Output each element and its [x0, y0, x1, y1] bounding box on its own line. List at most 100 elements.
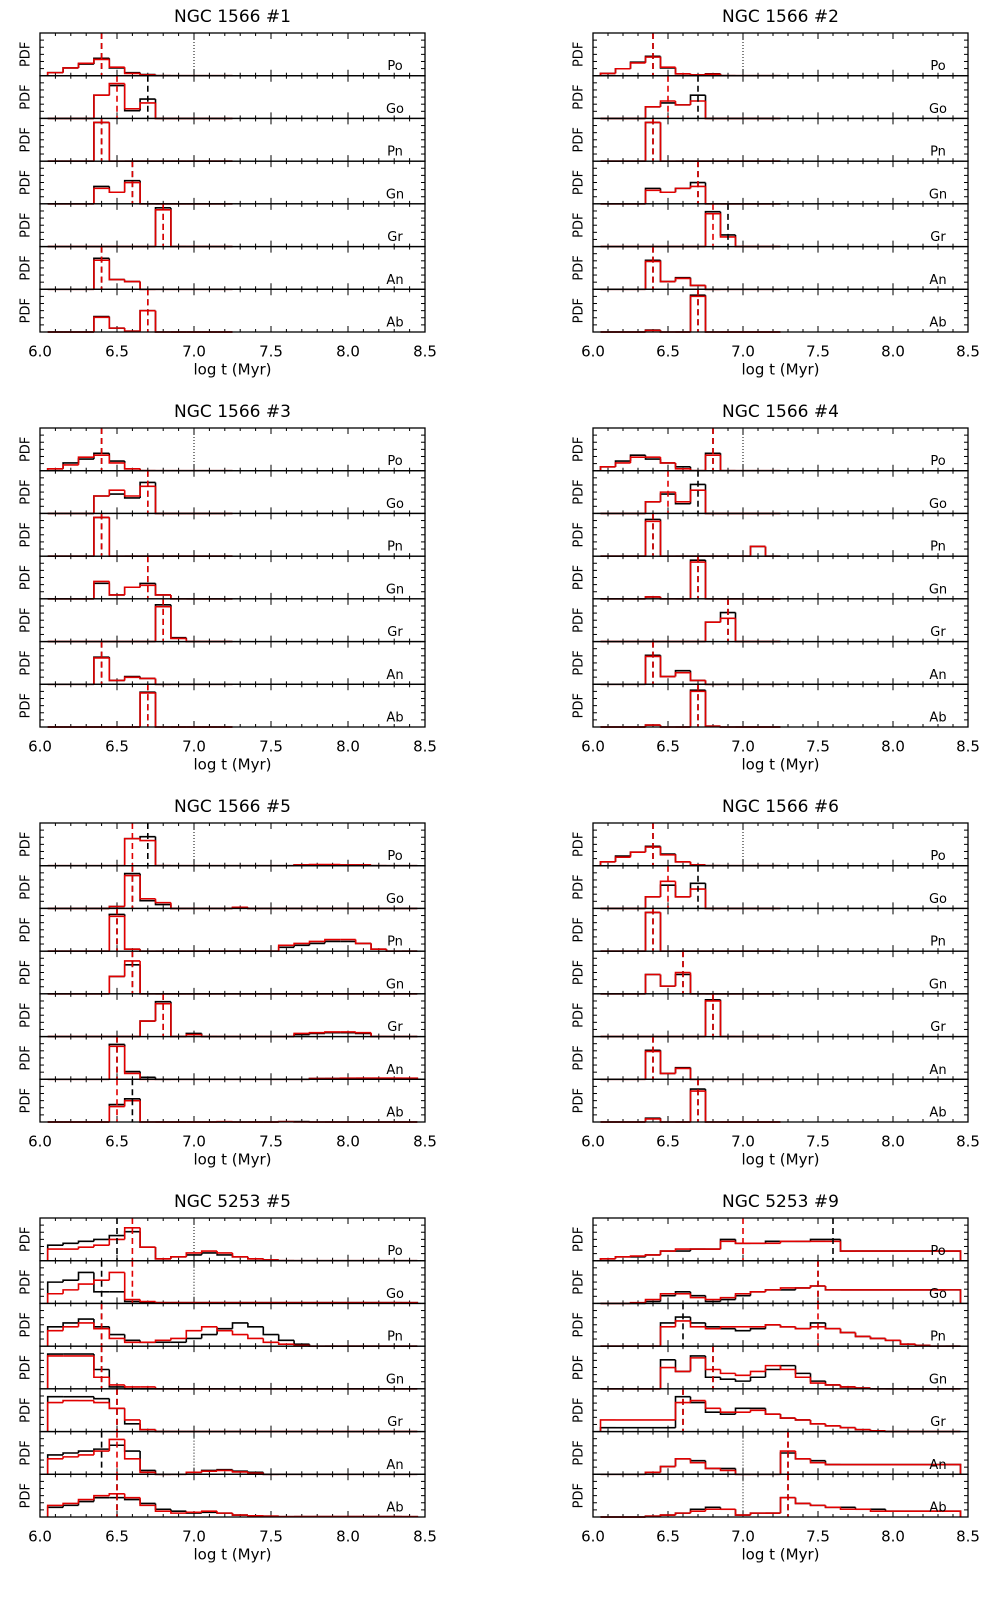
y-axis-label: PDF	[19, 255, 34, 280]
y-axis-label: PDF	[19, 479, 34, 504]
histogram-bin	[202, 1327, 217, 1331]
histogram-bin	[248, 1515, 263, 1516]
histogram-bin	[233, 1323, 248, 1329]
y-axis-label: PDF	[572, 1088, 587, 1113]
panel-title: NGC 1566 #5	[174, 797, 291, 817]
histogram-bin	[94, 657, 109, 684]
histogram-bin	[48, 1354, 63, 1389]
histogram-bin	[79, 459, 94, 463]
subplot-label: Ab	[929, 316, 946, 331]
histogram-bin	[140, 1451, 155, 1470]
x-tick-label: 7.5	[259, 738, 283, 756]
subplot-label: Go	[929, 892, 947, 907]
y-axis-label: PDF	[19, 170, 34, 195]
histogram-bin	[140, 1500, 155, 1504]
histogram-bin	[125, 1046, 140, 1073]
histogram-bin	[125, 280, 140, 282]
histogram-bin	[140, 1099, 155, 1122]
x-tick-label: 7.0	[182, 1133, 206, 1151]
y-axis-label: PDF	[19, 693, 34, 718]
subplot-label: Po	[930, 849, 945, 864]
histogram-bin	[217, 1251, 232, 1253]
x-tick-label: 6.0	[28, 1528, 52, 1546]
histogram-bin	[125, 68, 140, 73]
x-tick-label: 8.5	[956, 343, 980, 361]
histogram-bin	[676, 855, 691, 862]
histogram-bin	[661, 1251, 676, 1255]
subplot-frame	[40, 1432, 425, 1475]
histogram-bin	[616, 463, 631, 467]
subplot-label: Gn	[929, 977, 947, 992]
subplot-frame	[40, 247, 425, 290]
histogram-bin	[706, 95, 721, 118]
histogram-bin	[631, 63, 646, 69]
histogram-bin	[356, 1032, 371, 1033]
y-axis-label: PDF	[572, 917, 587, 942]
histogram-bin	[217, 1470, 232, 1471]
subplot-label: Pn	[387, 540, 403, 555]
histogram-bin	[676, 101, 691, 105]
subplot-label: Gn	[386, 187, 404, 202]
x-axis-label: log t (Myr)	[742, 1546, 820, 1564]
histogram-bin	[631, 852, 646, 857]
histogram-bin	[661, 56, 676, 68]
histogram-bin	[156, 692, 171, 727]
subplot-frame	[40, 599, 425, 642]
histogram-bin	[233, 1253, 248, 1257]
subplot-frame	[593, 599, 968, 642]
y-axis-label: PDF	[19, 917, 34, 942]
x-tick-label: 6.5	[105, 738, 129, 756]
histogram-bin	[156, 585, 171, 595]
histogram-bin	[125, 1439, 140, 1458]
subplot-frame	[593, 823, 968, 866]
x-tick-label: 7.0	[731, 738, 755, 756]
subplot-frame	[40, 33, 425, 76]
x-tick-label: 6.5	[105, 343, 129, 361]
histogram-bin	[140, 677, 155, 678]
y-axis-label: PDF	[19, 298, 34, 323]
histogram-bin	[356, 940, 371, 944]
histogram-bin	[63, 1280, 78, 1282]
subplot-frame	[40, 1389, 425, 1432]
subplot-label: Pn	[387, 145, 403, 160]
x-tick-label: 7.5	[259, 1133, 283, 1151]
histogram-bin	[171, 1004, 186, 1037]
histogram-bin	[217, 1329, 232, 1335]
subplot-label: Gr	[387, 1020, 403, 1035]
subplot-frame	[593, 684, 968, 727]
histogram-bin	[781, 1241, 796, 1243]
histogram-bin	[325, 1032, 340, 1033]
histogram-bin	[156, 693, 171, 727]
panel-title: NGC 1566 #1	[174, 7, 291, 27]
y-axis-label: PDF	[572, 874, 587, 899]
subplot-label: Ab	[929, 711, 946, 726]
y-axis-label: PDF	[572, 1227, 587, 1252]
histogram-bin	[94, 95, 109, 118]
subplot-frame	[593, 866, 968, 909]
histogram-bin	[676, 671, 691, 677]
histogram-bin	[63, 1327, 78, 1331]
histogram-bin	[79, 63, 94, 68]
subplot-label: Gr	[930, 625, 946, 640]
histogram-bin	[140, 181, 155, 204]
histogram-bin	[171, 210, 186, 247]
subplot-frame	[40, 204, 425, 247]
histogram-bin	[721, 1000, 736, 1037]
subplot-frame	[40, 951, 425, 994]
histogram-bin	[171, 1509, 186, 1511]
histogram-bin	[171, 607, 186, 639]
x-tick-label: 6.0	[581, 738, 605, 756]
subplot-frame	[40, 866, 425, 909]
x-tick-label: 7.5	[259, 1528, 283, 1546]
x-tick-label: 8.5	[956, 1133, 980, 1151]
histogram-bin	[661, 260, 676, 281]
histogram-bin	[661, 975, 676, 987]
subplot-label: Po	[930, 59, 945, 74]
subplot-frame	[40, 161, 425, 204]
histogram-bin	[706, 691, 721, 726]
y-axis-label: PDF	[572, 832, 587, 857]
x-tick-label: 6.5	[105, 1528, 129, 1546]
histogram-bin	[156, 482, 171, 513]
x-tick-label: 7.5	[806, 343, 830, 361]
subplot-frame	[593, 204, 968, 247]
